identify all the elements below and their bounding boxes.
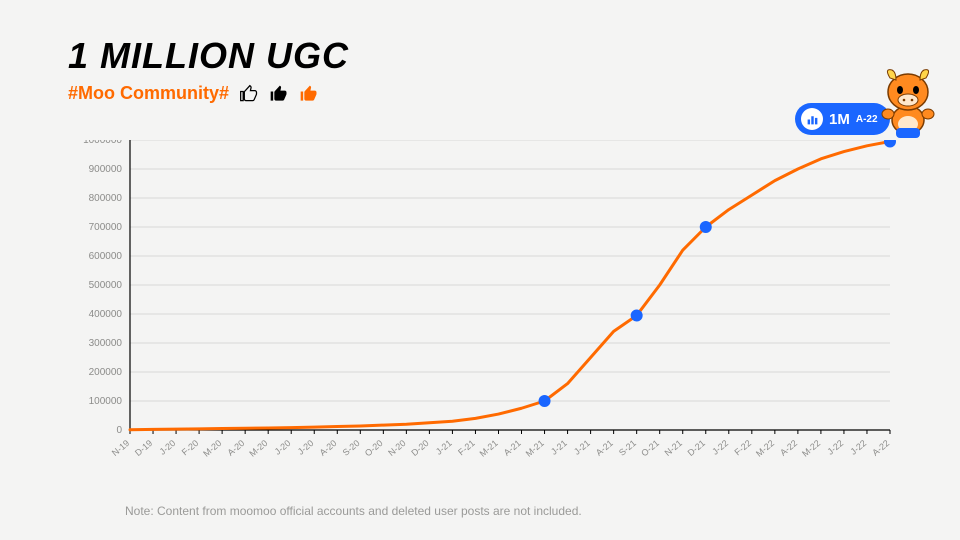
svg-text:400000: 400000 xyxy=(89,309,123,320)
svg-text:J-21: J-21 xyxy=(572,438,592,457)
svg-text:J-22: J-22 xyxy=(825,438,845,457)
moo-mascot-icon xyxy=(872,62,948,142)
svg-text:J-20: J-20 xyxy=(273,438,293,457)
thumbs-up-orange-icon xyxy=(299,84,319,104)
svg-text:M-22: M-22 xyxy=(800,438,822,459)
svg-text:0: 0 xyxy=(116,425,122,436)
svg-text:500000: 500000 xyxy=(89,280,123,291)
svg-text:N-19: N-19 xyxy=(110,438,131,458)
svg-text:J-21: J-21 xyxy=(549,438,569,457)
svg-text:700000: 700000 xyxy=(89,222,123,233)
badge-value: 1M xyxy=(829,111,850,128)
svg-text:J-22: J-22 xyxy=(848,438,868,457)
ugc-growth-chart: 0 100000 200000 300000 400000 500000 600000 700… xyxy=(60,140,910,470)
svg-text:900000: 900000 xyxy=(89,164,123,175)
svg-text:800000: 800000 xyxy=(89,193,123,204)
subtitle-row: #Moo Community# xyxy=(68,83,960,104)
svg-text:J-21: J-21 xyxy=(434,438,454,457)
svg-text:A-22: A-22 xyxy=(870,438,891,458)
svg-text:300000: 300000 xyxy=(89,338,123,349)
svg-text:S-20: S-20 xyxy=(341,438,362,458)
footnote: Note: Content from moomoo official accou… xyxy=(125,504,582,518)
svg-text:A-20: A-20 xyxy=(318,438,339,458)
svg-text:M-21: M-21 xyxy=(478,438,500,459)
bar-chart-icon xyxy=(801,108,823,130)
svg-text:100000: 100000 xyxy=(89,396,123,407)
svg-text:D-21: D-21 xyxy=(686,438,707,458)
svg-text:200000: 200000 xyxy=(89,367,123,378)
svg-text:F-20: F-20 xyxy=(180,438,201,458)
thumbs-up-outline-icon xyxy=(239,84,259,104)
svg-text:J-20: J-20 xyxy=(296,438,316,457)
svg-text:A-21: A-21 xyxy=(502,438,523,458)
svg-text:N-20: N-20 xyxy=(386,438,407,458)
svg-text:A-21: A-21 xyxy=(594,438,615,458)
svg-text:J-22: J-22 xyxy=(710,438,730,457)
svg-text:D-20: D-20 xyxy=(409,438,430,458)
svg-text:D-19: D-19 xyxy=(133,438,154,458)
svg-text:J-20: J-20 xyxy=(158,438,178,457)
svg-text:N-21: N-21 xyxy=(663,438,684,458)
chart-svg: 0 100000 200000 300000 400000 500000 600000 700… xyxy=(60,140,910,470)
svg-text:M-21: M-21 xyxy=(524,438,546,459)
thumbs-up-black-icon xyxy=(269,84,289,104)
svg-text:S-21: S-21 xyxy=(617,438,638,458)
svg-text:M-20: M-20 xyxy=(201,438,223,459)
svg-text:M-20: M-20 xyxy=(247,438,269,459)
svg-text:O-20: O-20 xyxy=(363,438,385,459)
svg-text:600000: 600000 xyxy=(89,251,123,262)
svg-text:A-20: A-20 xyxy=(225,438,246,458)
subtitle-hashtag: #Moo Community# xyxy=(68,83,229,104)
page-title: 1 MILLION UGC xyxy=(68,35,960,77)
svg-text:F-22: F-22 xyxy=(732,438,753,458)
svg-text:M-22: M-22 xyxy=(754,438,776,459)
svg-text:1000000: 1000000 xyxy=(83,140,122,146)
header: 1 MILLION UGC #Moo Community# xyxy=(0,0,960,104)
svg-text:O-21: O-21 xyxy=(639,438,661,459)
svg-text:A-22: A-22 xyxy=(778,438,799,458)
svg-text:F-21: F-21 xyxy=(456,438,477,458)
